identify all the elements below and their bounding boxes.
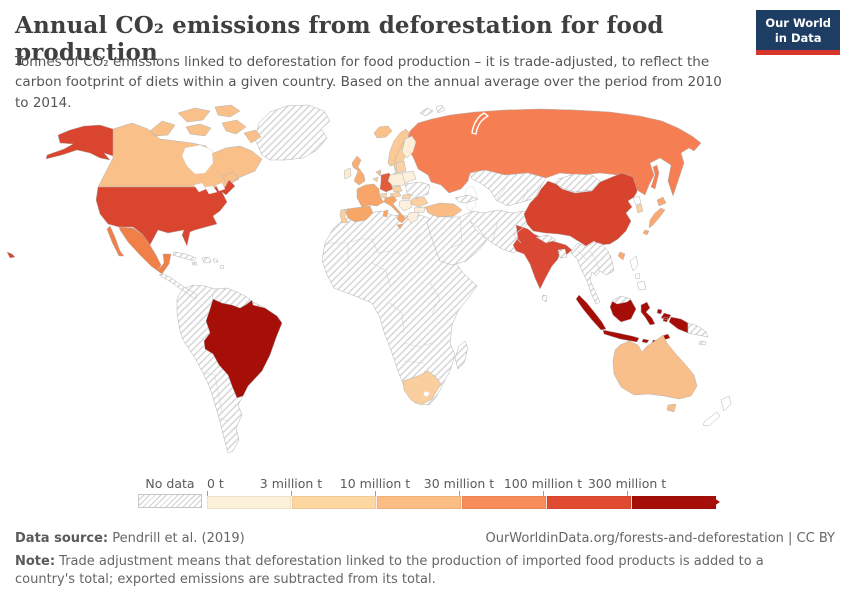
internal-borders bbox=[202, 187, 601, 422]
legend-bin-0[interactable] bbox=[207, 496, 291, 509]
country-bangladesh[interactable] bbox=[557, 248, 568, 259]
country-nepal[interactable] bbox=[535, 234, 557, 244]
country-mongolia[interactable] bbox=[554, 173, 601, 193]
country-baltic-states[interactable] bbox=[395, 160, 407, 174]
country-new-zealand[interactable] bbox=[702, 395, 732, 427]
data-source-label: Data source: bbox=[15, 531, 109, 546]
country-ireland[interactable] bbox=[343, 167, 352, 180]
country-australia[interactable] bbox=[612, 334, 698, 413]
legend-bin-1[interactable] bbox=[291, 496, 376, 509]
legend-bin-4[interactable] bbox=[546, 496, 631, 509]
legend-tick-0: 0 t bbox=[207, 476, 224, 491]
legend-tick-3: 30 million t bbox=[423, 476, 495, 491]
legend-tick-4: 100 million t bbox=[503, 476, 583, 491]
world-map-svg bbox=[6, 104, 732, 454]
country-italy[interactable] bbox=[382, 195, 409, 230]
country-south-korea[interactable] bbox=[635, 203, 644, 214]
country-norway[interactable] bbox=[387, 128, 410, 167]
country-caucasus[interactable] bbox=[454, 194, 479, 204]
country-balkans[interactable] bbox=[398, 199, 413, 212]
country-brazil[interactable] bbox=[203, 298, 283, 399]
country-switzerland[interactable] bbox=[379, 192, 388, 199]
country-russia-novaya-zemlya[interactable] bbox=[471, 112, 489, 135]
country-united-kingdom[interactable] bbox=[351, 155, 366, 186]
legend-bin-2[interactable] bbox=[376, 496, 461, 509]
legend-no-data-label: No data bbox=[145, 476, 195, 491]
country-romania[interactable] bbox=[410, 196, 429, 208]
legend-tick-1: 3 million t bbox=[259, 476, 323, 491]
chart-footer: Data source: Pendrill et al. (2019) OurW… bbox=[15, 531, 835, 589]
country-spain[interactable] bbox=[345, 205, 374, 223]
chart-subtitle: Tonnes of CO₂ emissions linked to defore… bbox=[15, 54, 722, 111]
country-philippines[interactable] bbox=[629, 255, 647, 291]
country-central-asia[interactable] bbox=[469, 169, 547, 207]
legend-arrow bbox=[711, 496, 720, 508]
legend-color-bar bbox=[207, 496, 716, 509]
country-taiwan[interactable] bbox=[617, 251, 626, 261]
country-mexico[interactable] bbox=[106, 225, 172, 275]
country-papua-new-guinea[interactable] bbox=[687, 322, 709, 346]
owid-logo[interactable]: Our World in Data bbox=[756, 10, 840, 55]
country-canada[interactable] bbox=[97, 104, 263, 188]
data-source: Data source: Pendrill et al. (2019) bbox=[15, 531, 245, 546]
chart-note: Note: Trade adjustment means that defore… bbox=[15, 554, 764, 588]
country-south-africa[interactable] bbox=[402, 370, 442, 406]
country-sri-lanka[interactable] bbox=[541, 294, 548, 303]
country-central-america[interactable] bbox=[158, 273, 198, 300]
country-turkey[interactable] bbox=[424, 202, 463, 218]
hudson-bay bbox=[181, 144, 214, 175]
legend-tick-2: 10 million t bbox=[339, 476, 411, 491]
legend-bin-5[interactable] bbox=[631, 496, 716, 509]
country-southeast-asia[interactable] bbox=[570, 241, 615, 305]
great-lakes bbox=[193, 182, 226, 195]
note-label: Note: bbox=[15, 554, 56, 569]
country-russia[interactable] bbox=[405, 108, 702, 197]
country-belarus[interactable] bbox=[401, 170, 417, 184]
legend-tick-5: 300 million t bbox=[587, 476, 667, 491]
country-netherlands[interactable] bbox=[375, 169, 382, 177]
page-title: Annual CO₂ emissions from deforestation … bbox=[15, 12, 664, 66]
country-svalbard[interactable] bbox=[419, 104, 446, 117]
country-czechia[interactable] bbox=[391, 185, 403, 193]
country-greenland[interactable] bbox=[254, 104, 331, 161]
legend-no-data-swatch[interactable] bbox=[138, 494, 202, 508]
country-madagascar[interactable] bbox=[454, 340, 469, 370]
country-north-korea[interactable] bbox=[632, 195, 642, 206]
owid-url[interactable]: OurWorldinData.org/forests-and-deforesta… bbox=[485, 531, 835, 546]
country-japan[interactable] bbox=[642, 196, 667, 236]
logo-line1: Our World bbox=[765, 16, 831, 30]
country-cuba[interactable] bbox=[172, 251, 197, 262]
lesotho-area bbox=[422, 390, 431, 398]
country-indonesia[interactable] bbox=[575, 294, 689, 345]
country-bulgaria[interactable] bbox=[413, 206, 426, 214]
country-portugal[interactable] bbox=[339, 208, 349, 224]
country-finland[interactable] bbox=[401, 135, 417, 159]
map-legend: No data 0 t 3 million t 10 million t 30 … bbox=[0, 476, 850, 516]
legend-bin-3[interactable] bbox=[461, 496, 546, 509]
country-hungary[interactable] bbox=[401, 193, 412, 200]
logo-line2: in Data bbox=[774, 30, 822, 45]
country-belgium[interactable] bbox=[372, 176, 379, 183]
country-iceland[interactable] bbox=[373, 125, 393, 139]
world-map bbox=[0, 103, 850, 470]
country-malaysia-borneo[interactable] bbox=[611, 295, 632, 305]
country-caribbean-islands[interactable] bbox=[191, 256, 225, 270]
country-middle-east[interactable] bbox=[426, 209, 532, 266]
